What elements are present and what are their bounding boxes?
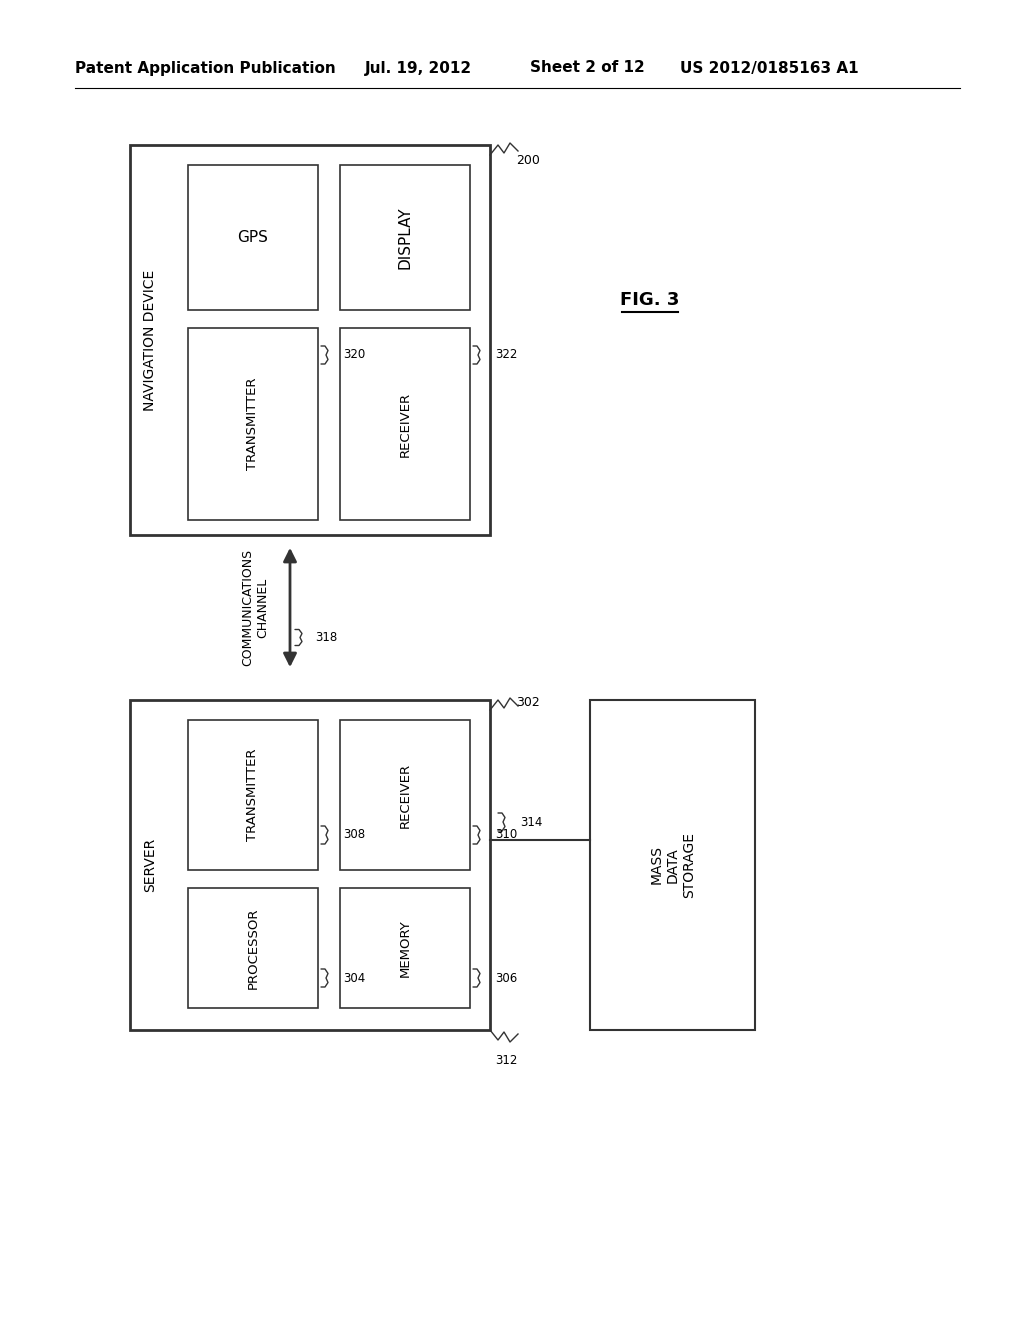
Text: 318: 318 <box>315 631 337 644</box>
Text: 200: 200 <box>516 153 540 166</box>
Text: PROCESSOR: PROCESSOR <box>247 907 259 989</box>
Text: TRANSMITTER: TRANSMITTER <box>247 378 259 470</box>
Text: 304: 304 <box>343 972 366 985</box>
Text: COMMUNICATIONS
CHANNEL: COMMUNICATIONS CHANNEL <box>241 549 269 667</box>
Text: NAVIGATION DEVICE: NAVIGATION DEVICE <box>143 269 157 411</box>
Bar <box>130 700 490 1030</box>
Text: Patent Application Publication: Patent Application Publication <box>75 61 336 75</box>
Bar <box>340 327 470 520</box>
Text: 322: 322 <box>495 348 517 362</box>
Text: Jul. 19, 2012: Jul. 19, 2012 <box>365 61 472 75</box>
Text: MEMORY: MEMORY <box>398 919 412 977</box>
Text: MASS
DATA
STORAGE: MASS DATA STORAGE <box>649 832 695 898</box>
Text: US 2012/0185163 A1: US 2012/0185163 A1 <box>680 61 859 75</box>
Text: SERVER: SERVER <box>143 838 157 892</box>
Bar <box>188 165 318 310</box>
Text: TRANSMITTER: TRANSMITTER <box>247 748 259 841</box>
Bar <box>340 719 470 870</box>
Text: 314: 314 <box>520 816 543 829</box>
Text: GPS: GPS <box>238 230 268 246</box>
Text: 306: 306 <box>495 972 517 985</box>
Text: 310: 310 <box>495 829 517 842</box>
Text: RECEIVER: RECEIVER <box>398 392 412 457</box>
Text: FIG. 3: FIG. 3 <box>621 290 680 309</box>
Text: RECEIVER: RECEIVER <box>398 763 412 828</box>
Bar <box>188 888 318 1008</box>
Text: 308: 308 <box>343 829 366 842</box>
Bar <box>590 700 755 1030</box>
Text: Sheet 2 of 12: Sheet 2 of 12 <box>530 61 645 75</box>
Text: 312: 312 <box>495 1053 517 1067</box>
Bar <box>340 888 470 1008</box>
Text: DISPLAY: DISPLAY <box>397 206 413 269</box>
Bar <box>188 719 318 870</box>
Text: 320: 320 <box>343 348 366 362</box>
Text: 302: 302 <box>516 696 540 709</box>
Bar <box>130 145 490 535</box>
Bar <box>340 165 470 310</box>
Bar <box>188 327 318 520</box>
